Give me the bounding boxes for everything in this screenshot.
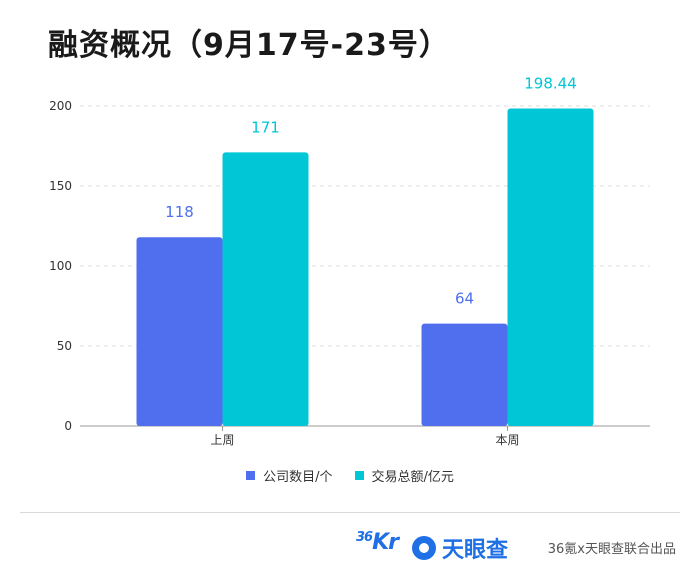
legend-item-amount: 交易总额/亿元: [354, 466, 454, 485]
y-tick-label: 150: [49, 179, 72, 193]
chart-title: 融资概况（9月17号-23号）: [48, 28, 450, 63]
y-tick-label: 0: [64, 419, 72, 433]
logo-36kr: 36Kr: [356, 530, 399, 555]
x-tick-label: 本周: [495, 433, 519, 447]
x-tick-label: 上周: [210, 433, 234, 447]
data-label: 171: [251, 118, 280, 136]
data-label: 198.44: [524, 74, 577, 92]
bar-company: [136, 237, 223, 426]
y-tick-label: 100: [49, 259, 72, 273]
bar-amount: [222, 152, 309, 426]
bar-chart: 0 50 100 150 200 上周 118 171 本周 64 198.44: [49, 74, 650, 447]
footer-credit: 36氪x天眼查联合出品: [547, 542, 676, 557]
y-tick-label: 50: [57, 339, 72, 353]
tianyancha-icon: [412, 536, 436, 560]
legend-swatch-amount: [354, 471, 364, 480]
legend-label-amount: 交易总额/亿元: [371, 470, 454, 485]
logo-tianyancha: 天眼查: [412, 532, 508, 564]
legend-item-company: 公司数目/个: [246, 466, 333, 485]
legend-swatch-company: [246, 471, 256, 480]
y-tick-label: 200: [49, 99, 72, 113]
legend: 公司数目/个 交易总额/亿元: [0, 466, 700, 485]
tianyancha-text: 天眼查: [442, 538, 509, 563]
data-label: 118: [165, 203, 194, 221]
data-label: 64: [455, 290, 474, 308]
footer-divider: [20, 512, 680, 513]
bar-company: [421, 323, 508, 426]
bar-amount: [507, 108, 594, 426]
legend-label-company: 公司数目/个: [263, 470, 333, 485]
